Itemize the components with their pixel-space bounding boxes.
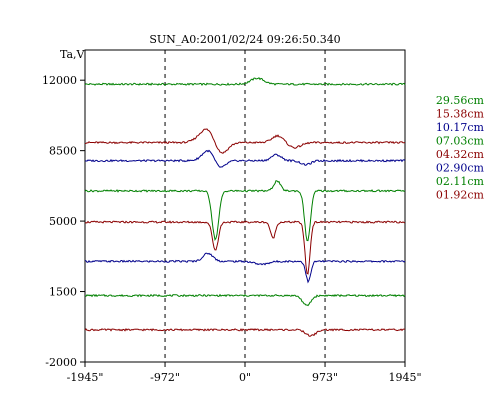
x-tick-label-4: 1945"	[388, 371, 421, 384]
legend-item-7: 01.92cm	[436, 189, 485, 202]
series-line-02.90cm	[84, 252, 406, 284]
x-tick-label-1: -972"	[150, 371, 180, 384]
legend-item-4: 04.32cm	[436, 148, 485, 161]
y-axis-label: Ta,V	[60, 48, 86, 61]
legend-item-6: 02.11cm	[436, 175, 485, 188]
y-tick-label-2: 5000	[49, 215, 77, 228]
y-tick-label-4: -2000	[45, 356, 77, 369]
series-line-02.11cm	[85, 293, 406, 307]
x-tick-label-0: -1945"	[67, 371, 104, 384]
series-lines	[84, 77, 406, 337]
y-tick-label-1: 8500	[49, 145, 77, 158]
x-tick-label-2: 0"	[239, 371, 251, 384]
legend-item-3: 07.03cm	[436, 135, 485, 148]
series-line-07.03cm	[84, 180, 406, 242]
series-line-15.38cm	[84, 128, 406, 154]
legend-item-0: 29.56cm	[436, 94, 485, 107]
series-line-10.17cm	[84, 149, 406, 168]
y-tick-label-3: 1500	[49, 286, 77, 299]
series-line-01.92cm	[84, 328, 405, 337]
x-tick-label-3: 973"	[312, 371, 338, 384]
legend-item-1: 15.38cm	[436, 108, 485, 121]
x-axis-ticks: -1945" -972" 0" 973" 1945"	[67, 362, 422, 384]
vertical-guides	[164, 50, 326, 362]
chart-title: SUN_A0:2001/02/24 09:26:50.340	[149, 33, 340, 46]
legend-item-5: 02.90cm	[436, 162, 485, 175]
legend-item-2: 10.17cm	[436, 121, 485, 134]
y-tick-label-0: 12000	[42, 74, 77, 87]
series-line-29.56cm	[84, 77, 406, 87]
series-line-04.32cm	[84, 220, 406, 275]
legend: 29.56cm15.38cm10.17cm07.03cm04.32cm02.90…	[436, 94, 485, 202]
y-axis-ticks: 12000 8500 5000 1500 -2000	[42, 74, 85, 369]
